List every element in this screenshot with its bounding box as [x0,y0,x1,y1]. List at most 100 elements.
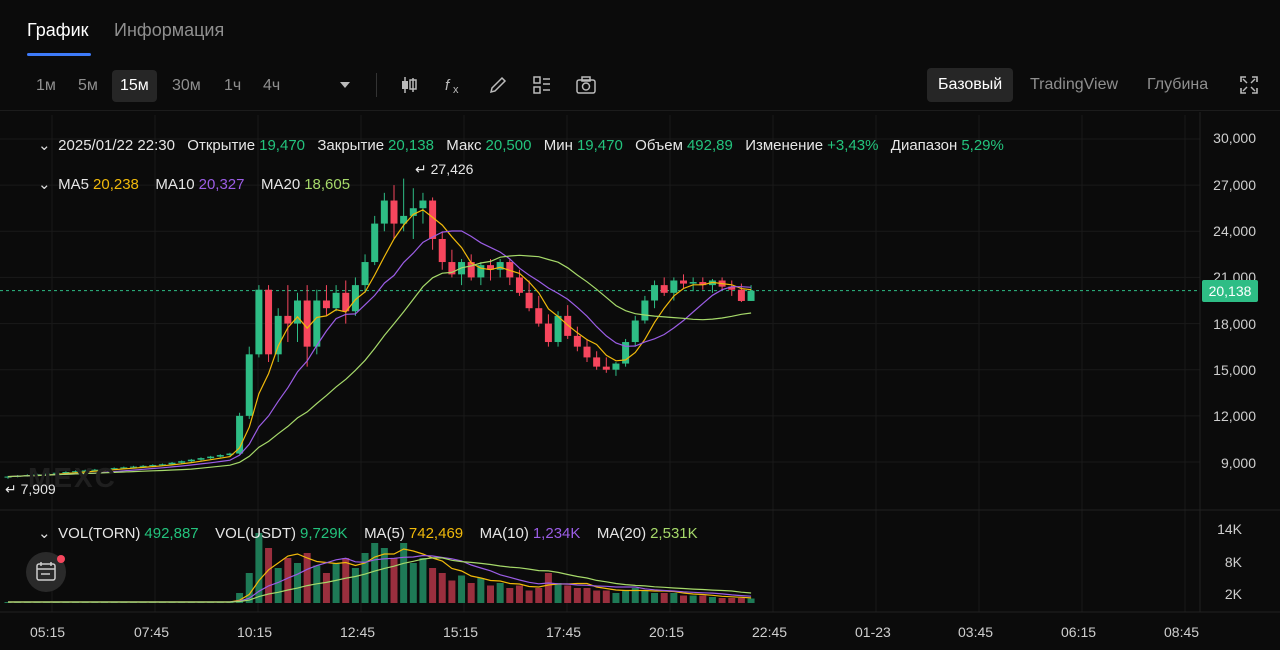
active-tab-indicator [27,53,91,56]
price-axis-label: 15,000 [1213,362,1256,378]
timeframe-1h[interactable]: 1ч [224,77,242,94]
volume-bar [438,573,446,603]
candle-body [544,323,552,343]
candle-body [245,354,253,416]
candle-body [197,458,205,460]
camera-icon[interactable] [575,74,597,96]
tab-chart[interactable]: График [27,20,89,40]
candle-body [477,265,485,278]
candle-body [168,462,176,465]
timeframe-1m[interactable]: 1м [36,77,56,94]
candle-body [178,461,186,463]
candle-body [554,315,562,343]
candle-body [573,335,581,347]
ma20-label: MA20 [261,176,301,193]
view-tradingview[interactable]: TradingView [1030,76,1119,93]
time-axis-label: 22:45 [752,624,788,640]
tab-information[interactable]: Информация [114,20,225,40]
volume-bar [593,590,601,603]
vol-ma20-value: 2,531K [650,525,698,542]
fx-indicator-icon[interactable]: f x [443,74,465,96]
candle-body [747,290,755,301]
volume-bar [361,553,369,603]
volume-bar [583,588,591,603]
mexc-watermark: MEXC [28,462,117,493]
ma10-value: 20,327 [198,176,245,193]
timeframe-4h[interactable]: 4ч [263,77,281,94]
candle-body [622,342,630,364]
high-marker: ↵ 27,426 [415,161,474,177]
time-axis-label: 12:45 [340,624,376,640]
tab-bar: График Информация [0,0,1280,58]
candle-body [737,289,745,301]
time-axis-label: 10:15 [237,624,273,640]
candles-icon[interactable] [398,74,420,96]
timeframe-dropdown-icon[interactable] [338,80,352,90]
candle-body [371,223,379,263]
volume-bar [294,563,301,603]
view-depth[interactable]: Глубина [1147,76,1209,93]
candle-body [72,471,80,473]
volume-bar [429,568,437,603]
chevron-down-icon[interactable]: ⌄ [38,176,51,193]
candle-body [52,472,60,474]
candle-body [110,468,118,470]
candle-body [207,456,215,459]
volume-axis-label: 14K [1217,521,1242,537]
volume-bar [680,595,687,603]
ma5-label: MA5 [58,176,90,193]
volume-bar [515,585,523,603]
candle-body [236,415,244,454]
candle-body [216,455,224,457]
volume-bar [400,543,408,603]
volume-bar [477,578,485,603]
candle-body [689,282,697,284]
close-label: Закрытие [317,137,385,154]
notification-dot [57,555,65,563]
view-basic[interactable]: Базовый [927,68,1014,102]
volume-bar [487,585,494,603]
change-value: +3,43% [827,137,879,154]
timeframe-5m[interactable]: 5м [78,77,98,94]
candle-body [525,292,533,309]
toolbar-divider [376,73,377,97]
volume-bar [371,543,379,603]
timeframe-30m[interactable]: 30м [172,77,201,94]
time-axis-label: 01-23 [855,624,891,640]
chevron-down-icon[interactable]: ⌄ [38,137,51,154]
volume-bar [747,598,755,603]
timeframe-15m[interactable]: 15м [112,70,157,102]
volume-bar [728,598,736,603]
volume-bar [265,548,273,603]
candle-body [409,208,417,216]
volume-bar [448,580,456,603]
candle-body [429,200,437,239]
volume-bar [737,598,745,603]
candle-body [62,471,70,473]
open-label: Открытие [187,137,256,154]
volume-ma5-line [8,548,752,603]
candle-body [506,262,514,278]
volume-bar [467,583,475,603]
layout-icon[interactable] [531,74,553,96]
volume-bar [506,588,514,603]
candle-body [332,292,340,309]
candle-body [651,285,659,301]
last-price-tag: 20,138 [1202,280,1258,302]
chevron-down-icon[interactable]: ⌄ [38,525,51,542]
range-value: 5,29% [961,137,1004,154]
candle-body [139,465,147,467]
pencil-icon[interactable] [487,74,509,96]
volume-bar [699,595,707,603]
candle-body [631,320,639,343]
volume-bar [651,593,659,603]
candle-body [487,265,494,270]
volume-bar [718,598,726,603]
volume-bar [409,563,417,603]
vol-usdt-label: VOL(USDT) [215,525,296,542]
ma20-line [7,254,752,478]
volume-info-row: ⌄ VOL(TORN) 492,887 VOL(USDT) 9,729K MA(5)… [38,524,702,542]
price-axis-label: 12,000 [1213,408,1256,424]
fullscreen-icon[interactable] [1240,76,1258,94]
